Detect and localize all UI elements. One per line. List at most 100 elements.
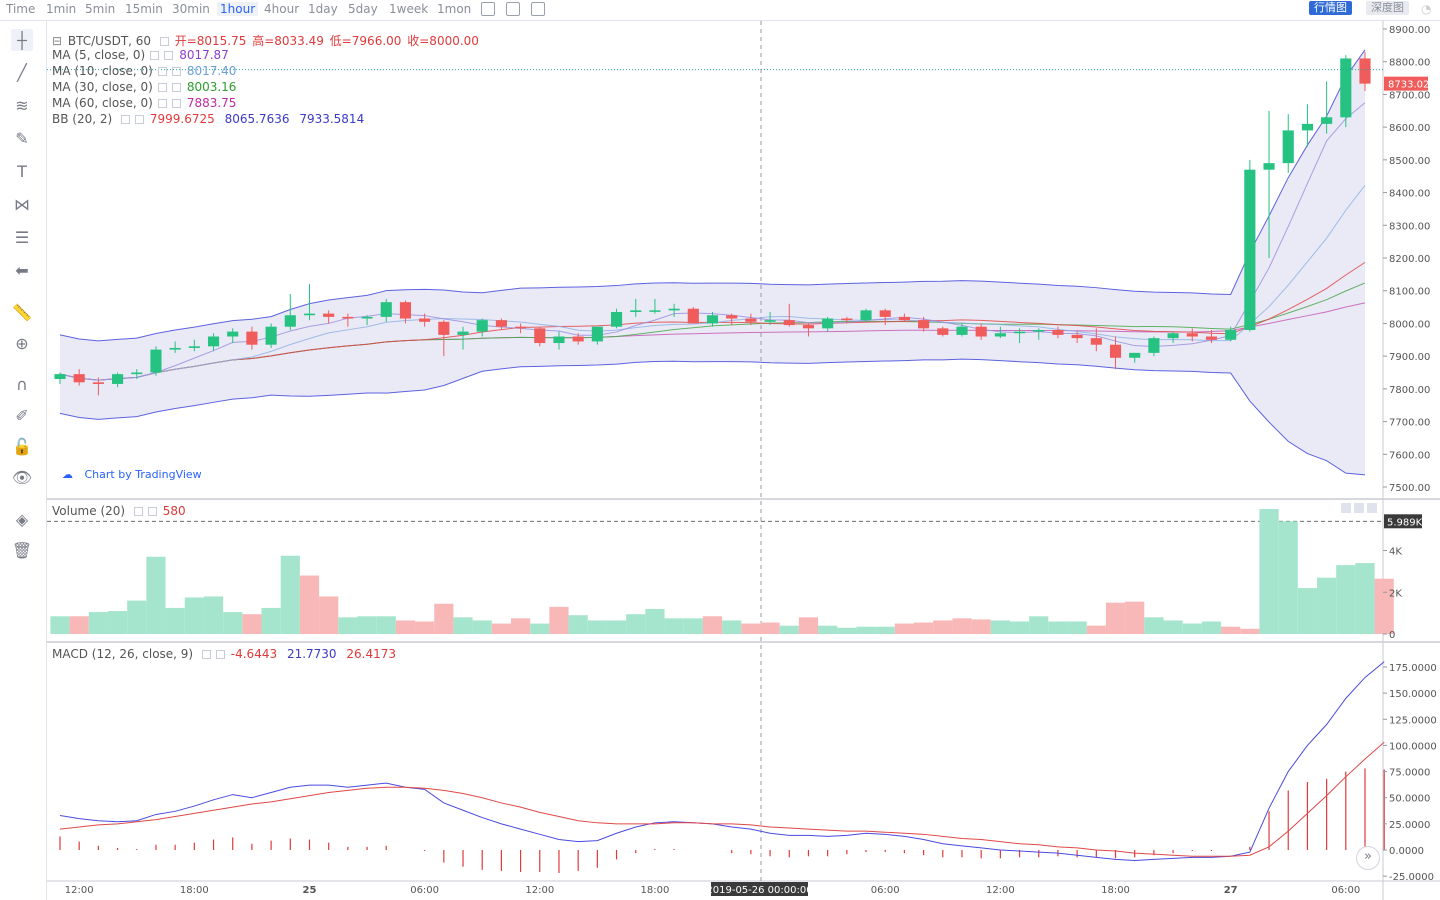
high-value: 高=8033.49 bbox=[252, 34, 324, 48]
macd-tick: 25.0000 bbox=[1389, 820, 1430, 831]
bb-lower-line bbox=[59, 358, 1366, 476]
volume-bar bbox=[1374, 578, 1394, 634]
time-tick: 12:00 bbox=[986, 885, 1015, 896]
back-arrow-icon[interactable]: ⬅ bbox=[15, 260, 29, 280]
volume-bar bbox=[357, 616, 377, 634]
candle-body bbox=[898, 316, 910, 321]
volume-bar bbox=[338, 617, 358, 634]
volume-bar bbox=[606, 620, 627, 634]
candle-body bbox=[918, 320, 930, 329]
candle-body bbox=[822, 318, 834, 329]
candle-body bbox=[726, 315, 738, 319]
ma-label: MA (30, close, 0) bbox=[52, 80, 153, 94]
pane-control-icon bbox=[1341, 503, 1351, 513]
candle-body bbox=[1244, 169, 1256, 330]
close-value: 收=8000.00 bbox=[407, 34, 479, 48]
volume-bar bbox=[549, 606, 569, 634]
volume-bar bbox=[376, 616, 396, 634]
candle-body bbox=[265, 326, 277, 345]
scroll-to-latest-button[interactable]: » bbox=[1356, 846, 1380, 870]
candle-body bbox=[457, 331, 469, 335]
candle-body bbox=[495, 320, 507, 327]
candle-body bbox=[1013, 331, 1026, 334]
layers-icon[interactable]: ◈ bbox=[15, 509, 29, 529]
macd-tick: 100.0000 bbox=[1389, 741, 1437, 752]
timeframe-15min[interactable]: 15min bbox=[125, 2, 163, 16]
crosshair-icon[interactable]: ┼ bbox=[11, 29, 33, 51]
macd-tick: 125.0000 bbox=[1389, 715, 1437, 726]
macd-tick: 75.0000 bbox=[1389, 768, 1430, 779]
candle-body bbox=[706, 315, 719, 324]
volume-bar bbox=[856, 626, 876, 634]
candle-body bbox=[476, 320, 488, 332]
line-style-icon[interactable] bbox=[481, 2, 495, 16]
volume-bar bbox=[568, 615, 588, 634]
tradingview-watermark[interactable]: ☁ Chart by TradingView bbox=[62, 468, 202, 481]
candle-body bbox=[1109, 344, 1122, 358]
volume-bar bbox=[530, 623, 550, 634]
lock-icon[interactable]: 🔓 bbox=[12, 436, 32, 456]
drawing-toolbar: ┼ ╱ ≋ ✎ T ⋈ ☰ ⬅ 📏 ⊕ ∩ ✐ 🔓 👁 ◈ 🗑 bbox=[0, 21, 47, 900]
last-price-label: 8733.02 bbox=[1388, 80, 1429, 91]
candle-body bbox=[610, 311, 623, 327]
ma-value: 7883.75 bbox=[186, 96, 237, 110]
pattern-icon[interactable]: ⋈ bbox=[14, 194, 30, 214]
lock-drawing-icon[interactable]: ✐ bbox=[15, 405, 29, 425]
price-tick: 7700.00 bbox=[1389, 418, 1430, 429]
volume-bar bbox=[779, 625, 799, 634]
prediction-icon[interactable]: ☰ bbox=[14, 227, 30, 247]
volume-bar bbox=[837, 627, 857, 634]
timeframe-time[interactable]: Time bbox=[6, 2, 36, 16]
volume-legend: Volume (20) 580 bbox=[52, 504, 188, 518]
timeframe-1hour[interactable]: 1hour bbox=[217, 2, 259, 16]
price-tick: 8200.00 bbox=[1389, 254, 1430, 265]
ma-legend-0: MA (5, close, 0) 8017.87 bbox=[52, 48, 231, 62]
candle-body bbox=[342, 316, 354, 319]
candle-body bbox=[841, 318, 853, 321]
settings-icon[interactable] bbox=[506, 2, 520, 16]
eye-icon[interactable]: 👁 bbox=[11, 467, 33, 487]
price-tick: 8400.00 bbox=[1389, 189, 1430, 200]
brush-icon[interactable]: ✎ bbox=[15, 128, 29, 148]
timeframe-1day[interactable]: 1day bbox=[308, 2, 338, 16]
price-label-bg bbox=[1384, 76, 1428, 91]
candle-body bbox=[112, 374, 124, 384]
zoom-icon[interactable]: ⊕ bbox=[15, 333, 29, 353]
candle-body bbox=[54, 374, 66, 380]
timeframe-1min[interactable]: 1min bbox=[46, 2, 77, 16]
candle-body bbox=[591, 326, 603, 342]
trend-line-icon[interactable]: ╱ bbox=[17, 62, 27, 82]
candle-body bbox=[937, 328, 949, 335]
volume-label: Volume (20) bbox=[52, 504, 126, 518]
trash-icon[interactable]: 🗑 bbox=[11, 540, 33, 560]
ruler-icon[interactable]: 📏 bbox=[12, 302, 32, 322]
candle-body bbox=[207, 336, 220, 347]
depth-view-button[interactable]: 深度图 bbox=[1366, 1, 1409, 15]
volume-bar bbox=[395, 620, 416, 634]
candle-body bbox=[169, 347, 181, 350]
fullscreen-icon[interactable] bbox=[531, 2, 545, 16]
timeframe-1mon[interactable]: 1mon bbox=[437, 2, 472, 16]
candle-body bbox=[745, 318, 757, 322]
volume-label: 5.989K bbox=[1387, 517, 1423, 528]
text-tool-icon[interactable]: T bbox=[17, 161, 27, 181]
theme-icon[interactable]: ◔ bbox=[1421, 2, 1432, 16]
timeframe-30min[interactable]: 30min bbox=[172, 2, 210, 16]
timeframe-5day[interactable]: 5day bbox=[348, 2, 378, 16]
symbol-label: BTC/USDT, 60 bbox=[67, 34, 152, 48]
candle-body bbox=[860, 310, 872, 321]
price-tick: 7500.00 bbox=[1389, 483, 1430, 494]
bb-lower-value: 7933.5814 bbox=[299, 112, 365, 126]
candle-body bbox=[1148, 338, 1160, 353]
timeframe-1week[interactable]: 1week bbox=[389, 2, 429, 16]
kline-view-button[interactable]: 行情图 bbox=[1309, 1, 1352, 15]
timeframe-4hour[interactable]: 4hour bbox=[264, 2, 300, 16]
candle-body bbox=[284, 315, 296, 327]
volume-bar bbox=[971, 619, 991, 634]
timeframe-5min[interactable]: 5min bbox=[85, 2, 116, 16]
signal-line bbox=[59, 741, 1385, 857]
fib-tool-icon[interactable]: ≋ bbox=[15, 95, 29, 115]
volume-bar bbox=[1278, 521, 1298, 634]
magnet-icon[interactable]: ∩ bbox=[16, 374, 28, 394]
